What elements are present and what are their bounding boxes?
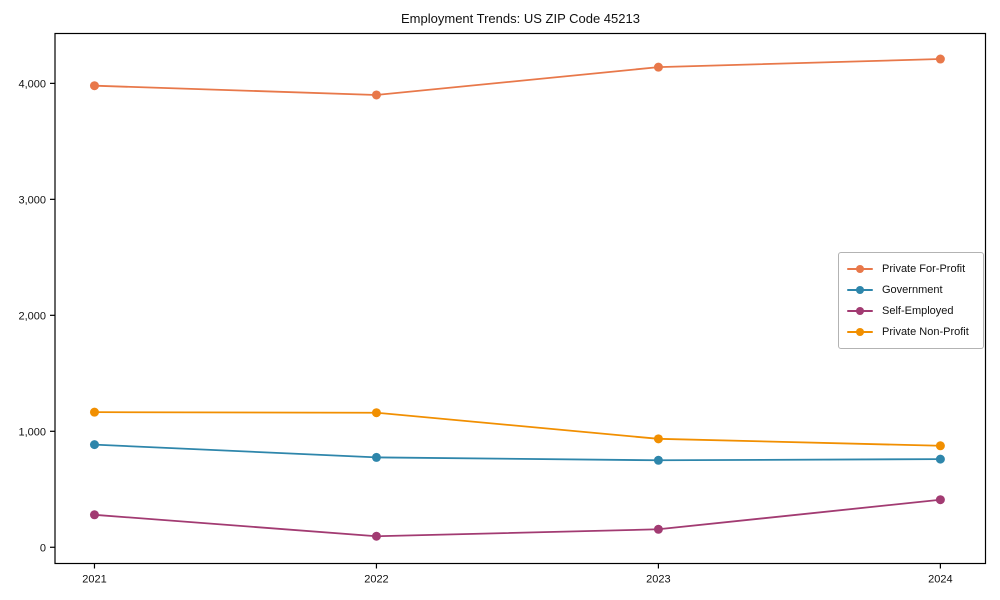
legend-label: Self-Employed — [882, 304, 954, 317]
data-point-private-non-profit — [653, 434, 663, 444]
series-line-self-employed — [94, 498, 941, 538]
data-point-self-employed — [935, 495, 945, 505]
series-line-private-non-profit — [94, 411, 941, 447]
data-point-government — [371, 452, 381, 462]
line-marker-icon — [847, 264, 873, 273]
data-point-self-employed — [89, 510, 99, 520]
series-line-private-for-profit — [94, 58, 941, 96]
chart-title: Employment Trends: US ZIP Code 45213 — [401, 11, 640, 26]
data-point-private-for-profit — [89, 81, 99, 91]
data-point-private-non-profit — [935, 441, 945, 451]
data-point-private-for-profit — [935, 54, 945, 64]
data-point-private-for-profit — [653, 62, 663, 72]
legend-item-private-for-profit: Private For-Profit — [847, 258, 975, 279]
data-point-government — [653, 455, 663, 465]
data-point-private-non-profit — [89, 407, 99, 417]
data-point-government — [935, 454, 945, 464]
legend-item-government: Government — [847, 279, 975, 300]
data-point-private-for-profit — [371, 90, 381, 100]
x-tick-label: 2022 — [364, 574, 388, 586]
legend-item-self-employed: Self-Employed — [847, 300, 975, 321]
data-point-private-non-profit — [371, 408, 381, 418]
legend: Private For-Profit Government Self-Emplo… — [838, 252, 984, 349]
data-point-government — [89, 440, 99, 450]
y-tick-label: 3,000 — [18, 194, 46, 206]
x-tick-label: 2024 — [928, 574, 952, 586]
y-tick-label: 4,000 — [18, 78, 46, 90]
plot-frame — [54, 32, 987, 565]
line-marker-icon — [847, 327, 873, 336]
series-line-government — [94, 443, 941, 462]
x-tick-label: 2021 — [82, 574, 106, 586]
legend-label: Private Non-Profit — [882, 325, 969, 338]
legend-item-private-non-profit: Private Non-Profit — [847, 321, 975, 342]
data-point-self-employed — [371, 531, 381, 541]
legend-label: Private For-Profit — [882, 262, 966, 275]
line-marker-icon — [847, 306, 873, 315]
y-tick-label: 2,000 — [18, 310, 46, 322]
data-point-self-employed — [653, 524, 663, 534]
y-tick-label: 0 — [40, 542, 46, 554]
line-marker-icon — [847, 285, 873, 294]
x-tick-label: 2023 — [646, 574, 670, 586]
legend-label: Government — [882, 283, 943, 296]
y-tick-label: 1,000 — [18, 426, 46, 438]
